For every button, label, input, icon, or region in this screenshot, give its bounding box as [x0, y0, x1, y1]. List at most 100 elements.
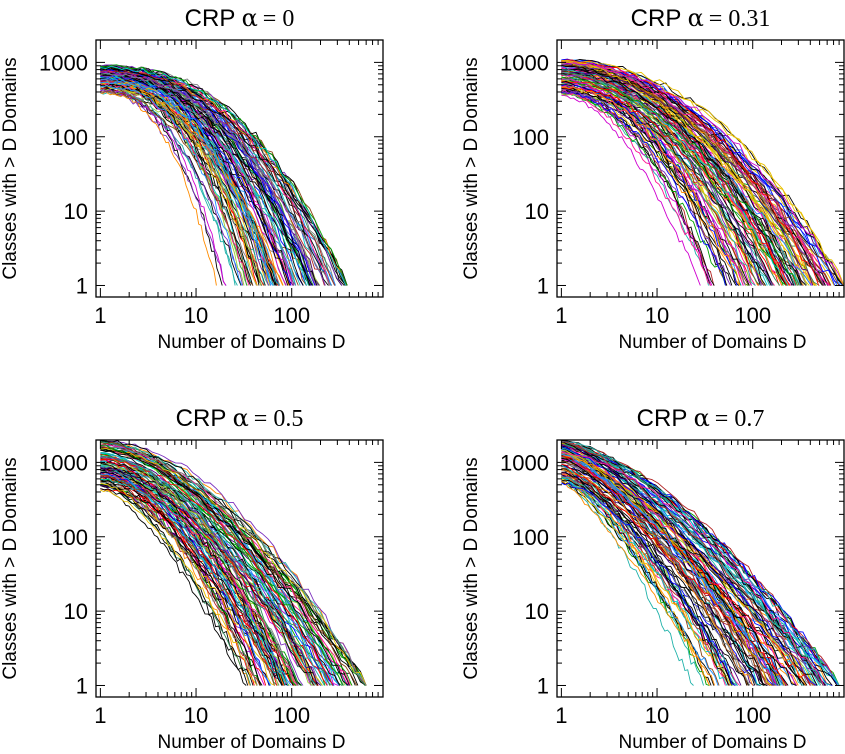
series-line	[100, 459, 318, 686]
chart-panel-1: 1 10 100 1 10 100 1000 Number of Domains D Class…	[0, 4, 384, 353]
y-tick-label: 100	[512, 525, 549, 550]
y-tick-label: 100	[51, 125, 88, 150]
series-line	[100, 64, 348, 286]
series-group	[100, 64, 348, 286]
title-alpha-symbol: α	[694, 404, 710, 432]
series-line	[100, 80, 264, 286]
series-line	[561, 467, 766, 686]
chart-panel-3: 1 10 100 1 10 100 1000 Number of Domains D Class…	[0, 404, 384, 753]
series-line	[561, 480, 694, 686]
series-line	[561, 94, 701, 286]
plot-frame	[556, 39, 845, 298]
series-line	[561, 59, 844, 286]
series-line	[561, 91, 746, 286]
series-line	[100, 85, 258, 286]
series-group	[100, 440, 367, 686]
series-line	[561, 58, 844, 286]
series-line	[100, 442, 367, 686]
series-line	[561, 443, 814, 686]
series-line	[561, 90, 712, 286]
y-tick-label: 100	[51, 525, 88, 550]
series-line	[100, 467, 283, 686]
series-line	[100, 85, 243, 286]
series-line	[100, 68, 347, 286]
series-line	[561, 85, 741, 286]
series-line	[100, 80, 266, 286]
series-line	[561, 72, 761, 286]
chart-title: CRP α = 0.31	[631, 4, 771, 32]
series-line	[100, 471, 314, 686]
x-tick-label: 1	[555, 703, 567, 728]
series-line	[100, 82, 284, 286]
series-line	[100, 481, 258, 686]
x-axis-label: Number of Domains D	[158, 332, 346, 353]
title-alpha-symbol: α	[242, 4, 258, 32]
series-line	[561, 455, 781, 686]
series-line	[561, 440, 840, 686]
series-line	[561, 453, 807, 686]
series-line	[100, 90, 217, 286]
series-line	[100, 89, 227, 286]
series-line	[561, 61, 844, 286]
plot-frame	[556, 439, 845, 698]
chart-title: CRP α = 0.7	[637, 404, 765, 432]
series-line	[100, 445, 367, 686]
series-line	[100, 81, 271, 286]
series-line	[561, 478, 732, 686]
y-tick-label: 10	[64, 599, 88, 624]
series-line	[561, 61, 830, 286]
chart-panel-2: 1 10 100 1 10 100 1000 Number of Domains D Class…	[461, 4, 845, 353]
series-line	[100, 452, 317, 686]
x-tick-label: 1	[94, 303, 106, 328]
y-tick-label: 1000	[500, 50, 549, 75]
series-line	[100, 473, 271, 686]
title-alpha-symbol: α	[233, 404, 249, 432]
series-line	[561, 458, 797, 686]
series-line	[561, 63, 825, 286]
y-axis-label: Classes with > D Domains	[0, 457, 21, 679]
series-line	[100, 475, 261, 686]
series-line	[100, 74, 289, 286]
series-line	[100, 458, 334, 686]
series-group	[561, 440, 840, 686]
x-tick-label: 10	[645, 703, 669, 728]
series-line	[100, 449, 341, 686]
y-tick-label: 1	[76, 273, 88, 298]
series-line	[561, 60, 817, 286]
y-tick-label: 10	[64, 199, 88, 224]
series-line	[100, 475, 275, 686]
title-prefix: CRP	[176, 405, 233, 432]
title-alpha-value: = 0.5	[254, 406, 304, 432]
title-alpha-value: = 0.7	[715, 406, 765, 432]
series-line	[561, 84, 738, 286]
series-line	[100, 482, 276, 686]
x-axis-label: Number of Domains D	[619, 732, 807, 753]
y-tick-label: 1	[537, 673, 549, 698]
series-line	[561, 59, 820, 286]
x-tick-label: 100	[273, 303, 310, 328]
chart-title: CRP α = 0	[185, 4, 295, 32]
series-line	[561, 62, 844, 286]
x-tick-label: 100	[734, 303, 771, 328]
series-line	[100, 445, 340, 686]
series-line	[561, 80, 787, 286]
series-line	[100, 71, 317, 286]
y-tick-label: 10	[525, 199, 549, 224]
series-line	[100, 480, 249, 686]
y-tick-label: 100	[512, 125, 549, 150]
series-line	[100, 461, 312, 686]
series-line	[561, 443, 822, 686]
series-line	[100, 81, 272, 286]
x-tick-label: 100	[734, 703, 771, 728]
series-line	[100, 88, 244, 286]
title-prefix: CRP	[185, 5, 242, 32]
series-line	[561, 88, 727, 286]
series-line	[100, 466, 322, 686]
series-line	[561, 440, 825, 686]
x-axis-label: Number of Domains D	[158, 732, 346, 753]
series-line	[100, 440, 367, 686]
series-line	[100, 444, 340, 686]
series-line	[100, 456, 340, 686]
series-line	[561, 80, 790, 286]
series-line	[561, 445, 808, 686]
